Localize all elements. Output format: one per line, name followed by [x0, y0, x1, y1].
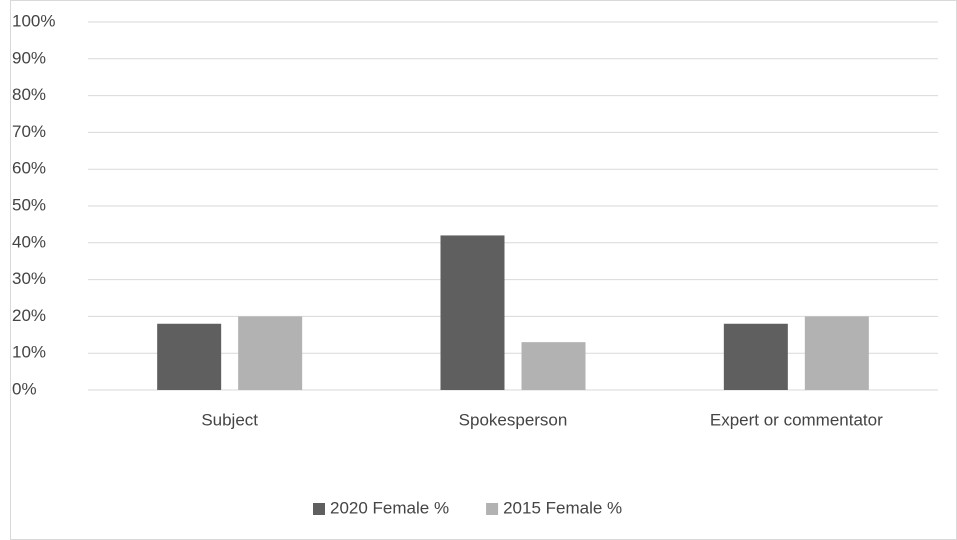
y-tick-label: 40%	[12, 232, 46, 251]
y-tick-label: 0%	[12, 379, 37, 398]
y-tick-label: 100%	[12, 11, 55, 30]
bar	[521, 342, 586, 390]
legend-label: 2020 Female %	[330, 498, 449, 517]
bar	[440, 235, 505, 390]
bar	[238, 316, 303, 390]
legend-swatch	[313, 503, 325, 515]
y-tick-label: 70%	[12, 122, 46, 141]
y-tick-label: 80%	[12, 85, 46, 104]
x-tick-label: Expert or commentator	[710, 410, 883, 429]
y-tick-label: 30%	[12, 269, 46, 288]
legend-swatch	[486, 503, 499, 515]
y-tick-label: 10%	[12, 343, 46, 362]
y-tick-label: 60%	[12, 159, 46, 178]
y-tick-label: 50%	[12, 195, 46, 214]
legend-label: 2015 Female %	[503, 498, 622, 517]
bar	[723, 323, 788, 390]
bar	[157, 323, 222, 390]
x-tick-label: Subject	[201, 410, 258, 429]
y-tick-label: 20%	[12, 306, 46, 325]
x-tick-label: Spokesperson	[459, 410, 568, 429]
bar	[804, 316, 869, 390]
y-tick-label: 90%	[12, 48, 46, 67]
